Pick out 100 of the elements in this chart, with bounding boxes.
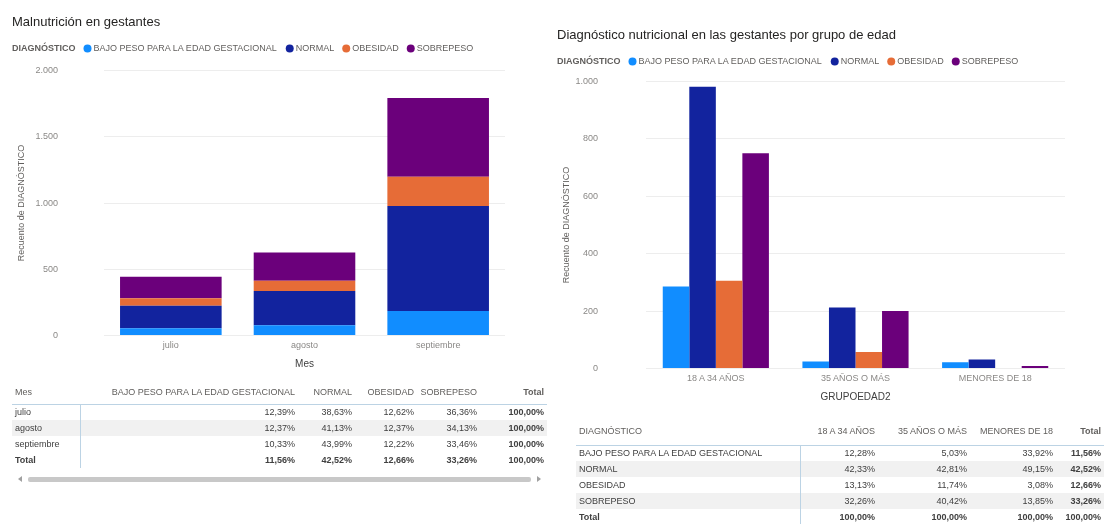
x-tick-label: MENORES DE 18: [958, 373, 1032, 384]
text: 12,37%: [383, 423, 414, 433]
text: 12,66%: [383, 455, 414, 465]
text: 100,00%: [508, 423, 544, 433]
text: Mes: [14, 385, 33, 399]
text: 32,26%: [844, 496, 875, 506]
text: 36,36%: [446, 407, 477, 418]
text: 33,46%: [446, 439, 477, 449]
chart-title: Malnutrición en gestantes: [12, 14, 161, 30]
text: 12,37%: [264, 423, 295, 433]
bar: [802, 361, 829, 369]
text: 40,42%: [936, 496, 967, 506]
text: 33,92%: [1022, 448, 1053, 459]
legend-title: DIAGNÓSTICO: [557, 55, 621, 67]
text: 3,08%: [1027, 480, 1053, 490]
text: 42,52%: [321, 455, 352, 465]
x-axis-title: GRUPOEDAD2: [820, 391, 891, 403]
x-tick-label: julio: [161, 340, 179, 351]
category-label: Total: [1079, 424, 1102, 438]
text: 12,66%: [1070, 480, 1101, 490]
text: 11,74%: [937, 480, 967, 490]
bar: [253, 325, 356, 336]
text: 100,00%: [1065, 512, 1101, 522]
y-axis-title: Recuento de DIAGNÓSTICO: [560, 166, 571, 284]
category-label: MENORES DE 18: [978, 424, 1054, 438]
bar: [689, 86, 716, 369]
text: 33,26%: [1070, 496, 1101, 506]
category-label: Total: [522, 385, 545, 399]
text: 12,39%: [264, 407, 295, 418]
text: 12,22%: [383, 439, 414, 449]
x-tick-label: agosto: [290, 340, 319, 351]
category-label: 18 A 34 AÑOS: [816, 424, 876, 438]
text: 12,28%: [844, 448, 875, 459]
bar: [742, 153, 769, 369]
category-label: NORMAL: [312, 385, 353, 399]
legend-label: OBESIDAD: [352, 43, 400, 54]
bar: [387, 206, 489, 311]
text: 33,26%: [446, 455, 477, 465]
text: 42,52%: [1070, 464, 1101, 474]
text: 13,13%: [844, 480, 875, 490]
y-tick-label: 1.500: [35, 131, 58, 142]
chart-title: Diagnóstico nutricional en las gestantes por grupo de edad: [557, 27, 896, 43]
bar: [882, 310, 909, 369]
category-label: Total: [579, 512, 600, 522]
y-tick-label: 0: [592, 363, 598, 374]
text: 100,00%: [839, 512, 875, 522]
bar: [387, 176, 489, 207]
category-label: BAJO PESO PARA LA EDAD GESTACIONAL: [579, 448, 763, 459]
text: 5,03%: [941, 448, 967, 459]
bar: [715, 280, 743, 369]
text: 100,00%: [508, 455, 544, 465]
legend-label: SOBREPESO: [961, 56, 1019, 67]
y-tick-label: 800: [582, 133, 598, 144]
bar: [253, 291, 356, 326]
text: 100,00%: [1017, 512, 1053, 522]
legend-label: NORMAL: [295, 43, 335, 54]
category-label: 35 AÑOS O MÁS: [896, 424, 968, 438]
text: 13,85%: [1022, 496, 1053, 506]
bar: [253, 252, 356, 281]
legend-label: SOBREPESO: [416, 43, 474, 54]
y-tick-label: 1.000: [575, 76, 598, 87]
x-tick-label: septiembre: [415, 340, 461, 351]
y-axis-title: Recuento de DIAGNÓSTICO: [15, 144, 26, 262]
text: 12,62%: [383, 407, 414, 418]
text: 34,13%: [446, 423, 477, 433]
category-label: OBESIDAD: [579, 480, 626, 490]
legend-label: BAJO PESO PARA LA EDAD GESTACIONAL: [638, 56, 822, 67]
category-label: SOBREPESO: [419, 385, 478, 399]
bar: [662, 286, 690, 369]
text: 10,33%: [264, 439, 295, 449]
bar: [120, 276, 222, 299]
legend-label: NORMAL: [840, 56, 880, 67]
y-tick-label: 2.000: [35, 65, 58, 76]
x-tick-label: 18 A 34 AÑOS: [687, 373, 745, 384]
legend-label: OBESIDAD: [897, 56, 945, 67]
text: 100,00%: [508, 439, 544, 449]
category-label: septiembre: [15, 439, 60, 449]
bar: [828, 307, 856, 369]
text: DIAGNÓSTICO: [578, 424, 643, 438]
category-label: BAJO PESO PARA LA EDAD GESTACIONAL: [110, 385, 296, 399]
legend-title: DIAGNÓSTICO: [12, 42, 76, 54]
category-label: OBESIDAD: [366, 385, 415, 399]
text: 100,00%: [931, 512, 967, 522]
y-tick-label: 500: [42, 263, 58, 274]
legend-label: BAJO PESO PARA LA EDAD GESTACIONAL: [93, 43, 277, 54]
bar: [968, 359, 996, 369]
bar: [253, 280, 356, 292]
bar: [1021, 366, 1049, 369]
bar: [120, 305, 222, 329]
category-label: NORMAL: [579, 464, 618, 474]
bar: [942, 362, 969, 369]
x-tick-label: 35 AÑOS O MÁS: [820, 373, 891, 384]
text: 100,00%: [508, 407, 544, 418]
y-tick-label: 600: [582, 190, 598, 201]
bar: [387, 310, 489, 336]
text: 43,99%: [321, 439, 352, 449]
bar: [120, 328, 222, 336]
text: 11,56%: [264, 455, 295, 465]
bar: [120, 298, 222, 306]
x-axis-title: Mes: [295, 358, 314, 370]
